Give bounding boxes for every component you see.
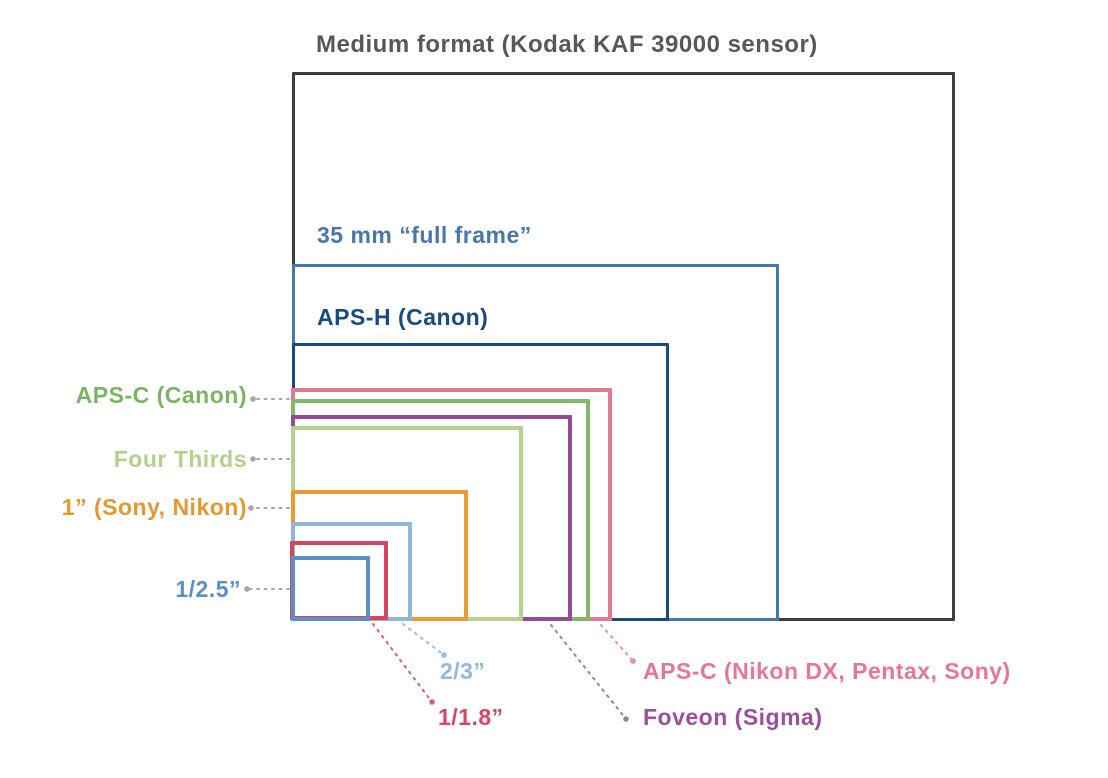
aps-c-canon-label: APS-C (Canon) — [75, 382, 247, 408]
one-over-1-8-inch-label: 1/1.8” — [438, 704, 504, 730]
one-over-2-5-inch-rect — [291, 556, 370, 621]
four-thirds-label: Four Thirds — [113, 446, 247, 472]
foveon-sigma-label: Foveon (Sigma) — [643, 704, 823, 730]
aps-c-nikon-pentax-sony-label: APS-C (Nikon DX, Pentax, Sony) — [643, 658, 1011, 684]
aps-h-canon-label: APS-H (Canon) — [317, 304, 489, 330]
one-inch-sony-nikon-label: 1” (Sony, Nikon) — [61, 494, 247, 520]
one-over-2-5-inch-label: 1/2.5” — [175, 576, 241, 602]
full-frame-35mm-label: 35 mm “full frame” — [317, 222, 532, 248]
two-thirds-inch-label: 2/3” — [440, 658, 486, 684]
medium-format-label: Medium format (Kodak KAF 39000 sensor) — [316, 31, 818, 58]
